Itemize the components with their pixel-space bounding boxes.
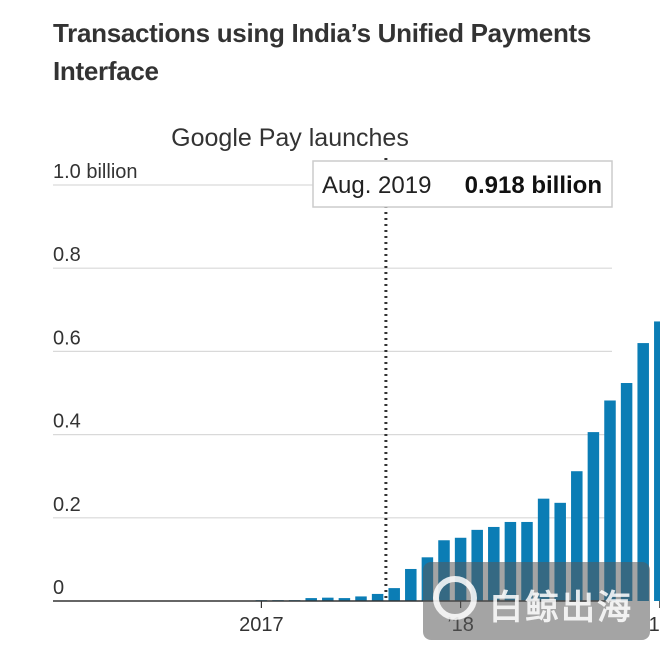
google-pay-launch-label: Google Pay launches — [171, 124, 409, 152]
grid-lines — [53, 184, 612, 519]
bar — [620, 383, 633, 601]
bar — [554, 502, 566, 601]
bar — [521, 521, 533, 601]
tooltip-box — [312, 160, 613, 208]
y-tick-label: 0.2 — [53, 494, 81, 516]
bar — [571, 471, 583, 601]
y-tick-label: 1.0 billion — [53, 161, 138, 183]
bar — [338, 598, 351, 601]
bar — [305, 598, 317, 601]
bar — [504, 521, 517, 601]
tooltip-value: 0.918 billion — [465, 172, 602, 199]
watermark-text: 白鲸出海 — [489, 588, 633, 628]
bar — [405, 568, 417, 601]
bar — [604, 400, 616, 601]
bar — [388, 588, 400, 601]
bar — [637, 343, 649, 601]
y-tick-label: 0.6 — [53, 327, 81, 349]
y-tick-label: 0.8 — [53, 244, 81, 266]
y-tick-label: 0.4 — [53, 411, 81, 433]
tooltip-date: Aug. 2019 — [322, 172, 431, 199]
bar — [537, 498, 550, 601]
bar — [355, 596, 367, 601]
bar — [371, 593, 384, 601]
watermark-logo-icon — [433, 576, 477, 620]
bar — [322, 597, 334, 601]
x-tick-label: 19 — [649, 614, 660, 636]
bar — [654, 321, 660, 601]
bar — [587, 432, 600, 601]
x-tick-label: 2017 — [239, 614, 284, 636]
watermark: 白鲸出海 — [423, 562, 650, 640]
y-axis-ticks: 0 0.2 0.4 0.6 0.8 1.0 billion — [53, 161, 138, 599]
value-tooltip: Aug. 2019 0.918 billion — [312, 160, 613, 208]
y-tick-label: 0 — [53, 577, 64, 599]
chart-title: Transactions using India’s Unified Payme… — [53, 18, 592, 86]
bars — [239, 321, 660, 601]
